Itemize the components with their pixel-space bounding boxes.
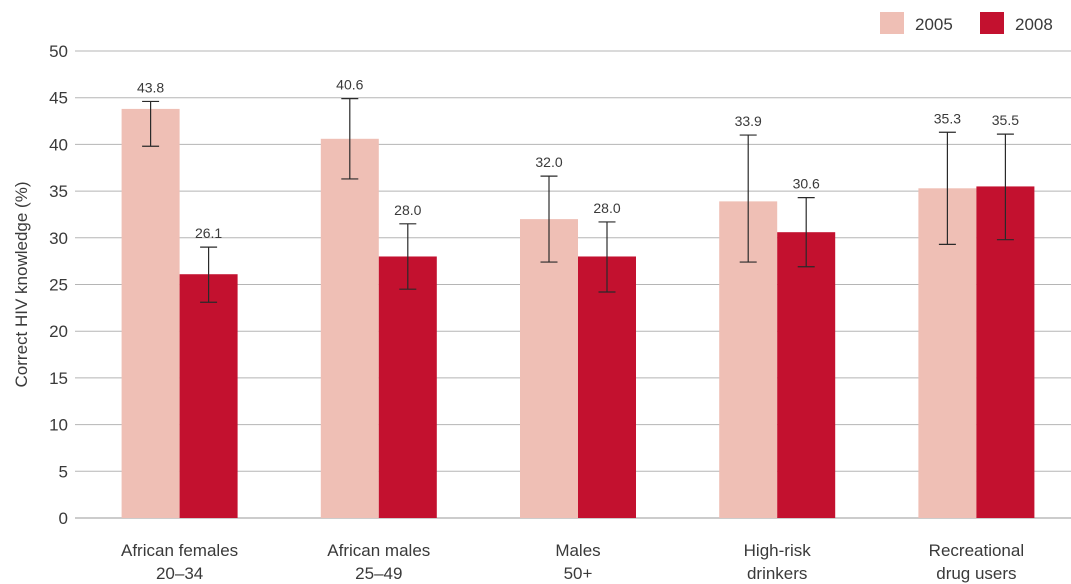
- data-labels: 43.8 26.1 40.6 28.0 32.0 28.0 33.9 30.6 35.3 35.5: [137, 77, 1019, 242]
- x-category-label-line: African males: [327, 541, 430, 560]
- x-category-label: African females 20–34: [121, 541, 238, 583]
- x-category-label-line: 25–49: [355, 564, 402, 583]
- legend-swatch: [880, 12, 904, 34]
- bar-2005-0: [121, 108, 180, 519]
- x-category-label-line: High-risk: [744, 541, 812, 560]
- y-tick-label: 25: [49, 276, 68, 295]
- data-label: 26.1: [195, 225, 222, 241]
- error-bar-2005-2: [540, 175, 558, 263]
- legend-label: 2008: [1015, 15, 1053, 34]
- bar-2008-3: [777, 232, 836, 519]
- x-category-label: High-risk drinkers: [744, 541, 812, 583]
- y-tick-label: 45: [49, 89, 68, 108]
- error-bar-2005-4: [938, 131, 956, 245]
- y-tick-label: 40: [49, 135, 68, 154]
- data-label: 35.3: [934, 110, 961, 126]
- data-label: 33.9: [735, 113, 762, 129]
- x-category-label-line: 20–34: [156, 564, 203, 583]
- x-category-label-line: Males: [555, 541, 600, 560]
- x-category-label-line: African females: [121, 541, 238, 560]
- data-label: 30.6: [793, 176, 820, 192]
- x-category-label: African males 25–49: [327, 541, 430, 583]
- x-category-label-line: Recreational: [929, 541, 1024, 560]
- data-label: 28.0: [394, 202, 421, 218]
- y-tick-label: 30: [49, 229, 68, 248]
- y-tick-label: 20: [49, 322, 68, 341]
- error-bar-2005-1: [341, 98, 359, 180]
- error-bars: [142, 98, 1014, 303]
- x-category-label-line: drinkers: [747, 564, 807, 583]
- x-category-label-line: 50+: [564, 564, 593, 583]
- legend-item-2005: 2005: [880, 12, 953, 34]
- y-tick-label: 10: [49, 416, 68, 435]
- legend-label: 2005: [915, 15, 953, 34]
- data-label: 43.8: [137, 79, 164, 95]
- error-bar-2008-1: [399, 223, 417, 290]
- y-tick-label: 15: [49, 369, 68, 388]
- error-bar-2005-3: [739, 134, 757, 263]
- bar-2005-1: [320, 138, 379, 518]
- legend-swatch: [980, 12, 1004, 34]
- error-bar-2005-0: [142, 100, 160, 147]
- y-axis-ticks: 0 5 10 15 20 25 30 35 40 45 50: [49, 42, 68, 528]
- x-category-label: Males 50+: [555, 541, 600, 583]
- bar-2005-2: [520, 219, 578, 518]
- y-tick-label: 5: [59, 462, 68, 481]
- bar-2008-0: [179, 274, 238, 518]
- y-tick-label: 35: [49, 182, 68, 201]
- x-category-label-line: drug users: [936, 564, 1016, 583]
- y-axis-title: Correct HIV knowledge (%): [12, 182, 31, 388]
- x-axis-categories: African females 20–34 African males 25–49 Ma…: [121, 541, 1024, 583]
- error-bar-2008-2: [598, 221, 616, 293]
- data-label: 35.5: [992, 112, 1019, 128]
- y-tick-label: 0: [59, 509, 68, 528]
- data-label: 28.0: [593, 200, 620, 216]
- error-bar-2008-4: [996, 133, 1014, 241]
- x-category-label: Recreational drug users: [929, 541, 1024, 583]
- error-bar-2008-0: [200, 246, 218, 303]
- legend-item-2008: 2008: [980, 12, 1053, 34]
- bar-2008-1: [378, 256, 437, 518]
- error-bar-2008-3: [797, 197, 815, 268]
- legend: 2005 2008: [880, 12, 1053, 34]
- bars: [121, 108, 1035, 519]
- data-label: 32.0: [535, 154, 562, 170]
- bar-2008-4: [976, 186, 1035, 518]
- y-tick-label: 50: [49, 42, 68, 61]
- bar-2008-2: [578, 256, 636, 518]
- data-label: 40.6: [336, 77, 363, 93]
